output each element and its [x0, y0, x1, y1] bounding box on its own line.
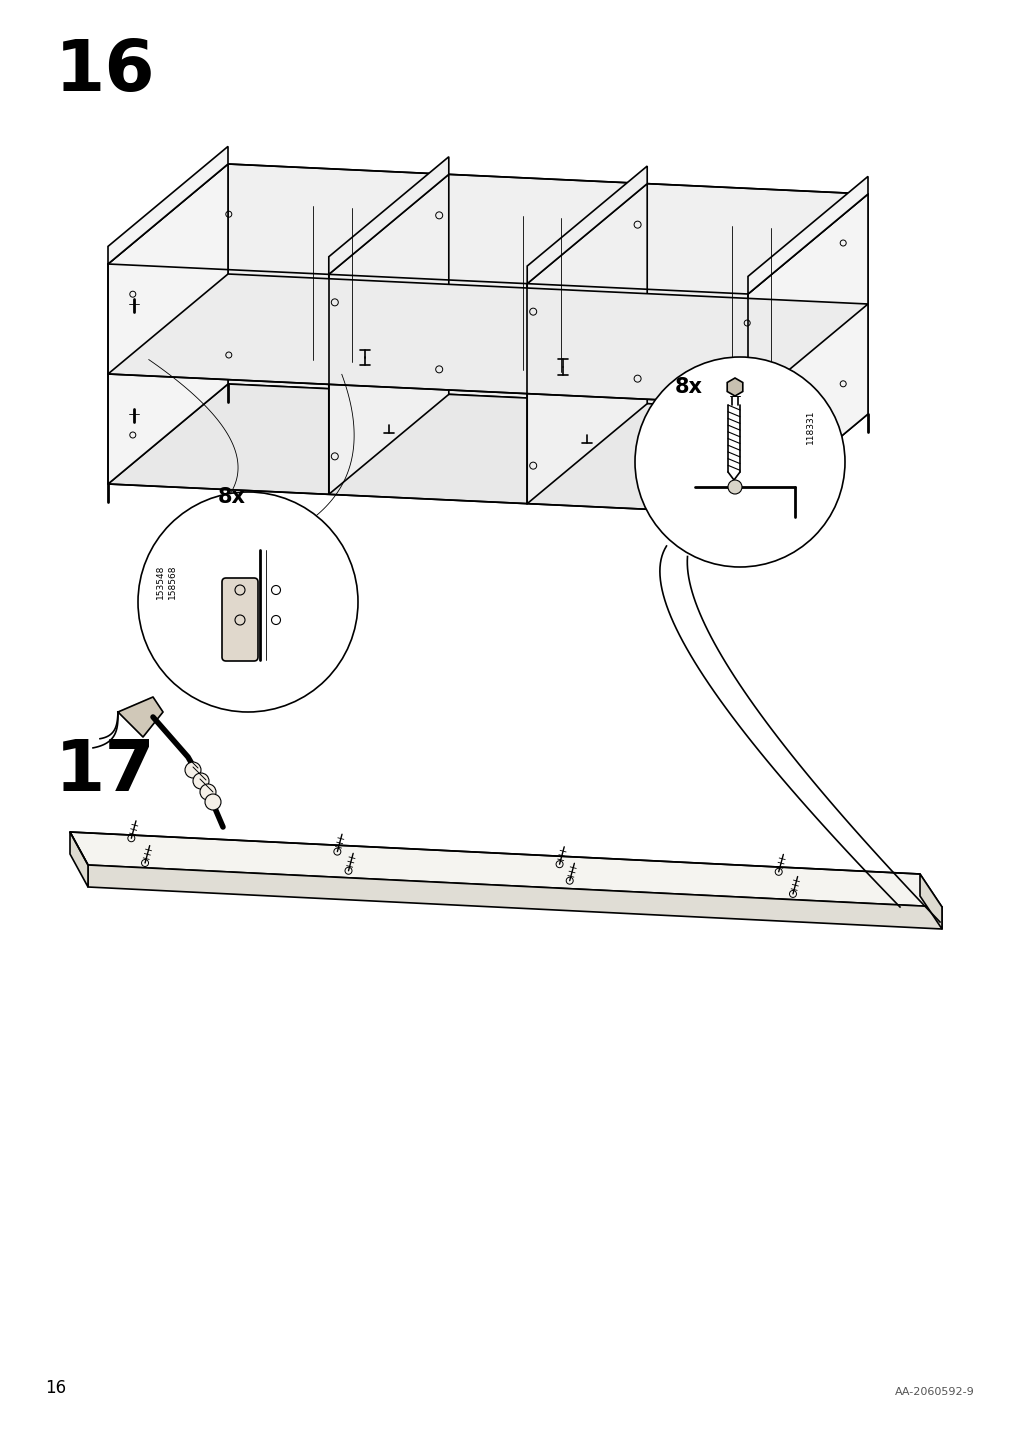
Polygon shape — [118, 697, 163, 737]
Text: 16: 16 — [55, 37, 156, 106]
Text: 8x: 8x — [217, 487, 246, 507]
Text: 118331: 118331 — [805, 410, 814, 444]
Polygon shape — [329, 175, 448, 494]
Circle shape — [727, 480, 741, 494]
Polygon shape — [727, 378, 742, 397]
Polygon shape — [70, 832, 88, 886]
Circle shape — [185, 762, 201, 778]
Polygon shape — [329, 156, 448, 275]
Polygon shape — [108, 165, 227, 484]
Text: 153548: 153548 — [156, 564, 165, 599]
Polygon shape — [227, 165, 867, 414]
Polygon shape — [747, 193, 867, 514]
Circle shape — [137, 493, 358, 712]
Polygon shape — [747, 176, 867, 294]
Text: 16: 16 — [44, 1379, 66, 1398]
Polygon shape — [108, 274, 867, 404]
Circle shape — [200, 783, 215, 800]
Text: AA-2060592-9: AA-2060592-9 — [895, 1388, 974, 1398]
Text: 8x: 8x — [674, 377, 703, 397]
Polygon shape — [108, 384, 867, 514]
Polygon shape — [88, 865, 941, 929]
Polygon shape — [108, 146, 227, 263]
Polygon shape — [919, 874, 941, 929]
Polygon shape — [527, 183, 647, 504]
Text: 17: 17 — [55, 737, 156, 806]
Polygon shape — [70, 832, 941, 906]
Circle shape — [634, 357, 844, 567]
Polygon shape — [527, 166, 647, 284]
Text: 158568: 158568 — [168, 564, 176, 599]
FancyBboxPatch shape — [221, 579, 258, 662]
Circle shape — [205, 793, 220, 811]
Circle shape — [193, 773, 209, 789]
